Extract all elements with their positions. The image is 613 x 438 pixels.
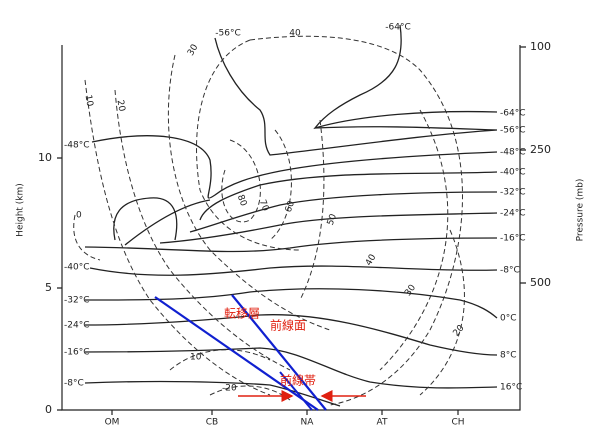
isotach-label: 20 <box>452 323 467 338</box>
isotherm-label: -40°C <box>64 263 89 273</box>
isotherm <box>159 212 498 244</box>
isotach-label: 30 <box>186 43 201 58</box>
isotherm <box>91 135 498 199</box>
isotach-label: 60 <box>284 199 297 213</box>
isotach <box>167 54 331 331</box>
isotherm-label: -8°C <box>500 266 520 276</box>
top-label: -56°C <box>215 29 240 39</box>
isotach <box>269 129 292 241</box>
isotherm <box>189 191 498 233</box>
isotherm-label: -48°C <box>64 141 89 151</box>
shape <box>279 371 313 411</box>
isotherm-label: -24°C <box>500 209 525 219</box>
isotherm <box>199 171 498 221</box>
isotherm-label: -40°C <box>500 168 525 178</box>
isotherm <box>84 347 498 389</box>
station: CH <box>451 418 464 428</box>
right-tick: 250 <box>530 143 551 156</box>
station: OM <box>105 418 120 428</box>
annotation: 前線帯 <box>280 373 316 388</box>
isotherm-label: -32°C <box>64 296 89 306</box>
isotach-label: 40 <box>364 253 379 268</box>
isotach <box>196 39 301 251</box>
isotach <box>114 89 291 371</box>
isotherm-label: -24°C <box>64 321 89 331</box>
isotach-label: 80 <box>235 193 248 207</box>
isotherm <box>89 265 498 276</box>
left-tick: 5 <box>45 281 52 294</box>
isotach <box>84 79 271 396</box>
station: CB <box>206 418 218 428</box>
isotach-label: 20 <box>115 99 127 112</box>
shape <box>231 294 327 411</box>
left-tick: 10 <box>38 151 52 164</box>
axes <box>57 45 526 415</box>
right-tick: 500 <box>530 276 551 289</box>
isotach <box>73 214 101 261</box>
isotach <box>249 35 463 406</box>
tick-marks <box>57 46 526 415</box>
station: NA <box>301 418 315 428</box>
top-label: -64°C <box>385 23 410 33</box>
isotach-label: 50 <box>326 212 339 226</box>
isotherm <box>84 197 498 253</box>
right-tick: 100 <box>530 40 551 53</box>
isotherm-label: -56°C <box>500 126 525 136</box>
annotation: 転移層 <box>224 307 260 321</box>
isotach <box>169 349 271 371</box>
isotherm <box>313 24 498 130</box>
isotach-label: 10 <box>190 353 202 363</box>
station: AT <box>377 418 388 428</box>
left-axis-label: Height (km) <box>16 183 26 237</box>
isotachs <box>73 35 465 406</box>
isotherm-label: -48°C <box>500 148 525 158</box>
isotherm-label: -32°C <box>500 188 525 198</box>
isotherm-label: -64°C <box>500 109 525 119</box>
isotach <box>299 119 325 301</box>
left-tick: 0 <box>45 403 52 416</box>
axis-frame <box>61 45 521 411</box>
annotation: 前線面 <box>270 318 306 333</box>
isotach <box>419 229 465 396</box>
isotherm-label: -16°C <box>500 234 525 244</box>
isotach-label: 0 <box>76 211 82 221</box>
isotach-label: 70 <box>257 198 270 212</box>
isotach-label: -20 <box>222 384 237 394</box>
top-label: 40 <box>289 29 301 39</box>
isotherm-label: 0°C <box>500 314 517 324</box>
isotach-label: 30 <box>403 283 418 298</box>
isotach-label: 10 <box>83 94 95 107</box>
isotherm-label: 8°C <box>500 351 517 361</box>
isotherm <box>84 314 498 356</box>
isotherms <box>84 24 498 407</box>
isotherm <box>214 37 498 156</box>
isotherm-label: 16°C <box>500 383 522 393</box>
right-axis-label: Pressure (mb) <box>576 179 586 242</box>
isotherm-label: -8°C <box>64 379 84 389</box>
isotherm-label: -16°C <box>64 348 89 358</box>
isotherm <box>84 288 498 319</box>
isotach <box>221 139 261 223</box>
